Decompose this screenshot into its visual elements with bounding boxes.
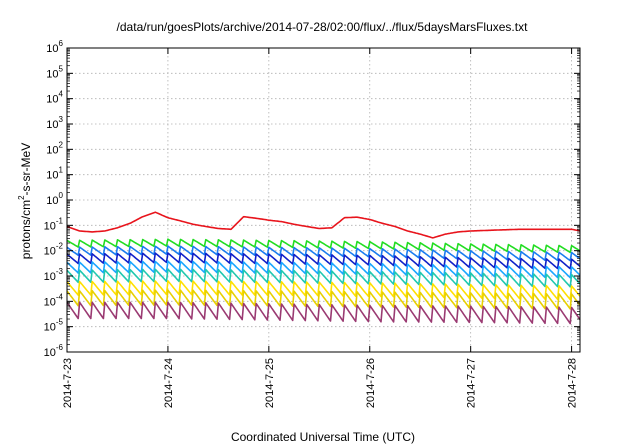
series-line-2	[66, 238, 581, 254]
series-line-3	[66, 245, 581, 262]
y-tick-label: 10-2	[44, 242, 64, 258]
series-line-1	[66, 211, 581, 239]
grid	[67, 48, 580, 352]
x-axis-ticks: 2014-7-23 2014-7-24 2014-7-25 2014-7-26 2014…	[62, 48, 579, 408]
x-tick-label: 2014-7-27	[466, 358, 478, 408]
y-axis-label: protons/cm2-s-sr-MeV	[17, 143, 33, 259]
x-tick-label: 2014-7-28	[567, 358, 579, 408]
y-tick-label: 100	[46, 191, 63, 207]
series-line-5	[66, 260, 581, 279]
x-tick-label: 2014-7-26	[365, 358, 377, 408]
chart-title: /data/run/goesPlots/archive/2014-07-28/0…	[117, 20, 529, 34]
y-tick-label: 106	[46, 39, 63, 55]
y-tick-label: 105	[46, 64, 63, 80]
series-line-7	[66, 280, 581, 301]
series-line-6	[66, 268, 581, 288]
x-tick-label: 2014-7-23	[62, 358, 74, 408]
y-tick-label: 10-1	[44, 216, 64, 232]
y-tick-label: 102	[46, 140, 63, 156]
series-line-9	[66, 301, 581, 325]
y-tick-label: 103	[46, 115, 63, 131]
y-tick-label: 10-3	[44, 267, 64, 283]
y-tick-label: 10-6	[44, 343, 64, 359]
x-tick-label: 2014-7-25	[264, 358, 276, 408]
series-line-8	[66, 289, 581, 310]
y-tick-label: 10-5	[44, 318, 64, 334]
series-line-4	[66, 252, 581, 270]
x-axis-label: Coordinated Universal Time (UTC)	[231, 430, 415, 444]
series-lines	[66, 211, 581, 325]
y-tick-label: 10-4	[44, 292, 64, 308]
y-axis-ticks: 10-6 10-5 10-4 10-3 10-2 10-1 100 101 102 103 104 1…	[44, 39, 580, 359]
y-tick-label: 104	[46, 90, 63, 106]
x-tick-label: 2014-7-24	[163, 358, 175, 408]
y-tick-label: 101	[46, 166, 63, 182]
